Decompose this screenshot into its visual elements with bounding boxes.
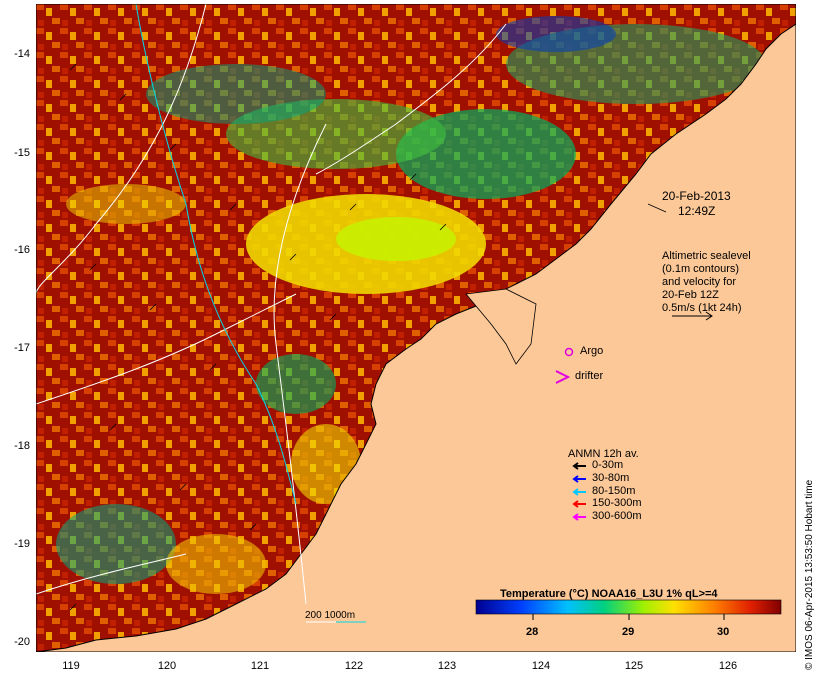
x-tick: 123 xyxy=(437,660,457,672)
y-tick: -19 xyxy=(14,538,30,550)
anmn-legend-item: 150-300m xyxy=(592,497,642,509)
anmn-legend-title: ANMN 12h av. xyxy=(568,448,639,460)
anmn-legend-item: 80-150m xyxy=(592,485,636,497)
y-tick: -18 xyxy=(14,440,30,452)
y-tick: -17 xyxy=(14,342,30,354)
colorbar xyxy=(475,599,782,615)
anmn-legend-arrows xyxy=(572,462,586,521)
x-tick: 124 xyxy=(531,660,551,672)
y-tick: -20 xyxy=(14,636,30,648)
y-tick: -14 xyxy=(14,48,30,60)
map-time: 12:49Z xyxy=(678,204,716,218)
drifter-label: drifter xyxy=(575,370,604,382)
map-date: 20-Feb-2013 xyxy=(662,189,731,203)
island-group xyxy=(465,288,537,365)
anmn-legend-item: 0-30m xyxy=(592,459,624,471)
x-tick: 125 xyxy=(624,660,644,672)
colorbar-title: Temperature (°C) NOAA16_L3U 1% qL>=4 xyxy=(500,588,718,600)
altimetry-note: Altimetric sealevel (0.1m contours) and … xyxy=(662,250,751,314)
land-kimberley xyxy=(36,23,796,652)
anmn-legend-item: 300-600m xyxy=(592,510,642,522)
drifter-marker xyxy=(555,370,571,384)
sealevel-contours xyxy=(36,4,507,605)
x-tick: 126 xyxy=(718,660,738,672)
x-tick: 119 xyxy=(62,660,80,672)
argo-marker xyxy=(564,347,574,357)
x-tick: 122 xyxy=(344,660,364,672)
colorbar-tick: 30 xyxy=(717,626,730,638)
anmn-legend-item: 30-80m xyxy=(592,472,630,484)
sst-map xyxy=(36,4,796,652)
y-tick: -16 xyxy=(14,244,30,256)
credit: © IMOS 06-Apr-2015 13:53:50 Hobart time xyxy=(804,479,815,670)
x-tick: 120 xyxy=(157,660,177,672)
depth-scale-label: 200 1000m xyxy=(305,610,356,621)
x-tick: 121 xyxy=(250,660,270,672)
velocity-arrows xyxy=(69,63,447,611)
colorbar-tick: 29 xyxy=(622,626,635,638)
argo-label: Argo xyxy=(580,345,604,357)
y-tick: -15 xyxy=(14,147,30,159)
colorbar-tick: 28 xyxy=(526,626,539,638)
depth-200m-contour xyxy=(135,4,297,505)
